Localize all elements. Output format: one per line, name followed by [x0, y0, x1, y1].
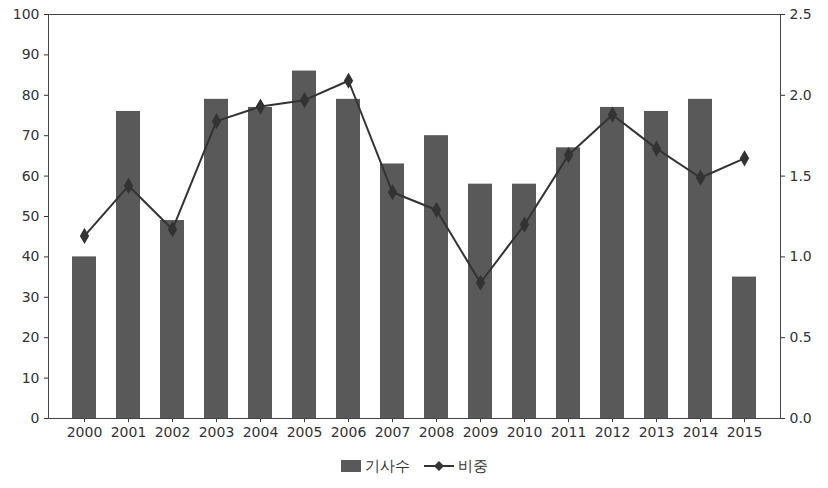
svg-text:2004: 2004	[243, 424, 279, 440]
svg-text:50: 50	[22, 208, 40, 224]
svg-text:100: 100	[13, 6, 40, 22]
svg-text:20: 20	[22, 329, 40, 345]
svg-text:0.5: 0.5	[790, 329, 812, 345]
html-text:기사수: 기사수	[364, 456, 410, 475]
svg-text:90: 90	[22, 46, 40, 62]
svg-text:2015: 2015	[727, 424, 763, 440]
svg-text:30: 30	[22, 289, 40, 305]
svg-text:1.0: 1.0	[790, 248, 812, 264]
svg-text:2011: 2011	[551, 424, 587, 440]
svg-text:80: 80	[22, 87, 40, 103]
svg-text:0: 0	[31, 410, 40, 426]
svg-text:2007: 2007	[375, 424, 411, 440]
svg-text:2000: 2000	[67, 424, 103, 440]
svg-text:60: 60	[22, 168, 40, 184]
svg-text:2.5: 2.5	[790, 6, 812, 22]
svg-text:2001: 2001	[111, 424, 147, 440]
svg-text:2005: 2005	[287, 424, 323, 440]
svg-text:0.0: 0.0	[790, 410, 812, 426]
html-text:비중: 비중	[457, 456, 488, 475]
svg-text:1.5: 1.5	[790, 168, 812, 184]
svg-text:2014: 2014	[683, 424, 719, 440]
svg-text:2009: 2009	[463, 424, 499, 440]
svg-text:2002: 2002	[155, 424, 191, 440]
svg-text:2013: 2013	[639, 424, 675, 440]
svg-text:10: 10	[22, 370, 40, 386]
svg-text:2012: 2012	[595, 424, 631, 440]
svg-text:2008: 2008	[419, 424, 455, 440]
svg-text:70: 70	[22, 127, 40, 143]
svg-text:2006: 2006	[331, 424, 367, 440]
svg-text:2003: 2003	[199, 424, 235, 440]
svg-text:2.0: 2.0	[790, 87, 812, 103]
svg-text:2010: 2010	[507, 424, 543, 440]
svg-text:40: 40	[22, 248, 40, 264]
